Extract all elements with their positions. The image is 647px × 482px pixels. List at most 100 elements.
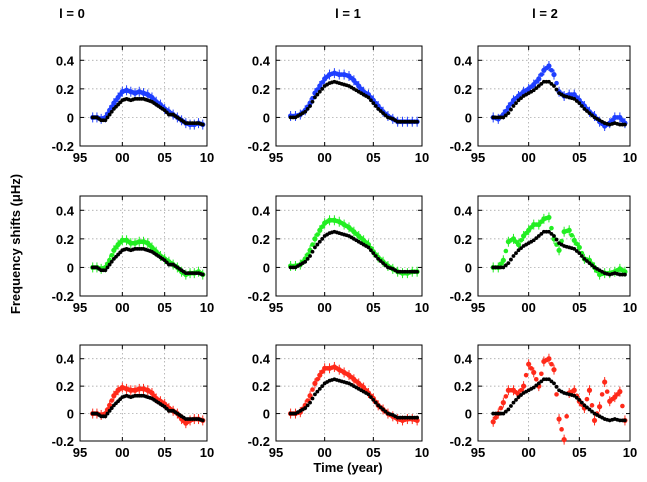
reference-point [572, 246, 577, 251]
axes-box [275, 195, 423, 297]
reference-point [514, 397, 518, 402]
reference-point [200, 418, 205, 423]
reference-point [519, 96, 523, 101]
reference-point [415, 269, 420, 274]
x-tick-label: 00 [521, 150, 535, 165]
reference-point [587, 261, 592, 266]
reference-point [506, 261, 511, 266]
y-tick-label: 0 [67, 407, 74, 422]
x-tick-label: 10 [415, 445, 429, 460]
y-tick-label: 0.2 [56, 232, 74, 247]
axes-box [477, 195, 631, 297]
data-point [503, 248, 509, 254]
reference-point [415, 415, 420, 420]
reference-point [514, 251, 518, 256]
reference-point [579, 400, 584, 405]
axes-box [275, 45, 423, 147]
reference-point [511, 254, 516, 258]
y-tick-label: 0.4 [56, 53, 75, 68]
y-tick-label: -0.2 [248, 139, 270, 154]
reference-point [539, 379, 544, 384]
x-tick-label: 10 [623, 300, 637, 315]
axes-box [275, 344, 423, 442]
reference-point [310, 99, 315, 104]
reference-point [552, 381, 556, 386]
reference-point [305, 106, 310, 111]
reference-point [503, 263, 508, 268]
reference-point [539, 81, 544, 86]
data-point [317, 227, 323, 233]
x-tick-label: 10 [415, 300, 429, 315]
data-point [319, 80, 325, 85]
reference-point [378, 259, 383, 263]
data-point [604, 389, 610, 394]
x-tick-label: 00 [115, 300, 129, 315]
reference-point [371, 101, 376, 106]
panel-r3-c1: 95 00 05 10 -0.2 0 0.2 0.4 [52, 344, 214, 460]
data-point [310, 242, 315, 247]
reference-point [376, 256, 381, 261]
data-point [549, 225, 554, 231]
reference-point [547, 229, 551, 234]
x-tick-label: 00 [115, 150, 129, 165]
reference-point [572, 96, 577, 101]
reference-point [317, 89, 322, 94]
y-tick-label: 0.2 [454, 82, 472, 97]
reference-point [303, 109, 308, 114]
reference-point [572, 393, 577, 398]
y-axis-label: Frequency shifts (μHz) [8, 174, 23, 314]
data-point [617, 389, 623, 395]
reference-point [313, 245, 317, 250]
reference-point [366, 245, 371, 250]
panels-group: 95 00 05 10-0.200.20.495 00 05 10-0.200.20.495… [52, 45, 637, 460]
y-tick-label: 0.2 [56, 379, 74, 394]
axes-box [79, 45, 208, 147]
reference-point [501, 265, 506, 270]
reference-point [547, 79, 551, 84]
reference-point [105, 115, 110, 120]
y-tick-label: 0 [465, 260, 472, 275]
reference-point [534, 86, 539, 91]
reference-point [200, 272, 205, 277]
x-tick-label: 10 [623, 150, 637, 165]
reference-point [501, 411, 506, 416]
data-point [551, 367, 557, 373]
reference-point [509, 257, 513, 262]
y-tick-label: -0.2 [248, 289, 270, 304]
data-point [549, 361, 554, 367]
data-point [109, 398, 115, 403]
reference-point [509, 404, 513, 408]
data-point [586, 387, 593, 393]
y-tick-label: 0.2 [454, 379, 472, 394]
y-tick-label: 0 [263, 110, 270, 125]
reference-point [585, 405, 589, 410]
reference-point [308, 104, 312, 108]
data-point [315, 376, 320, 382]
reference-point [514, 101, 518, 106]
reference-point [303, 259, 308, 264]
x-tick-label: 95 [471, 150, 485, 165]
x-tick-label: 05 [572, 445, 586, 460]
x-tick-label: 10 [200, 445, 214, 460]
data-point [571, 387, 577, 393]
data-point [589, 403, 595, 408]
x-tick-label: 05 [572, 150, 586, 165]
reference-point [320, 236, 325, 241]
reference-point [549, 231, 554, 236]
reference-point [109, 109, 114, 114]
axes-box [79, 344, 208, 442]
reference-point [503, 113, 508, 118]
x-tick-label: 00 [115, 445, 129, 460]
reference-point [105, 265, 110, 270]
data-point [317, 372, 323, 378]
reference-point [579, 104, 584, 108]
reference-point [376, 106, 381, 111]
y-tick-label: 0 [67, 110, 74, 125]
y-tick-label: 0 [465, 407, 472, 422]
reference-point [585, 109, 589, 113]
reference-point [105, 411, 110, 416]
data-point [518, 387, 524, 393]
x-tick-label: 05 [157, 300, 171, 315]
panel-r1-c1: 95 00 05 10 -0.2 0 0.2 0.4 [52, 45, 214, 165]
data-point [576, 244, 582, 251]
